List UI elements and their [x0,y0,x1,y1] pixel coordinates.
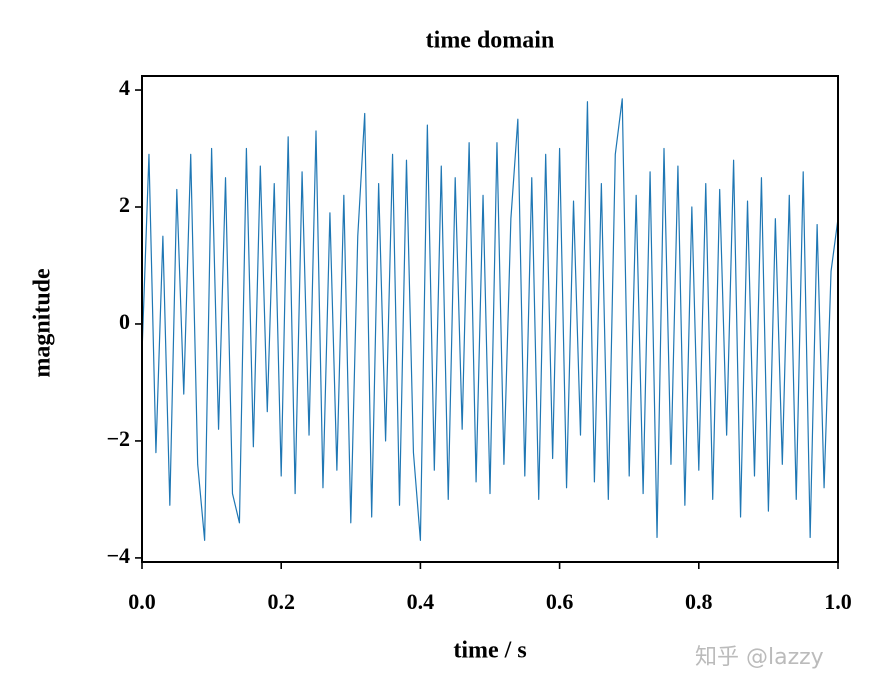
x-tick-label: 0.8 [685,589,713,614]
y-tick-label: −2 [106,426,130,451]
x-tick-label: 1.0 [824,589,852,614]
y-tick-label: 2 [119,192,130,217]
x-tick-label: 0.0 [128,589,156,614]
y-tick-label: 4 [119,75,130,100]
chart-title: time domain [426,28,555,54]
y-tick-label: 0 [119,309,130,334]
watermark: 知乎 @lazzy [695,645,824,670]
x-tick-label: 0.4 [407,589,435,614]
x-tick-label: 0.2 [267,589,295,614]
x-tick-label: 0.6 [546,589,574,614]
x-axis-label: time / s [453,638,526,664]
y-axis-label: magnitude [30,268,56,378]
y-tick-label: −4 [106,543,130,568]
plot-frame [141,75,839,563]
data-line [141,98,839,541]
